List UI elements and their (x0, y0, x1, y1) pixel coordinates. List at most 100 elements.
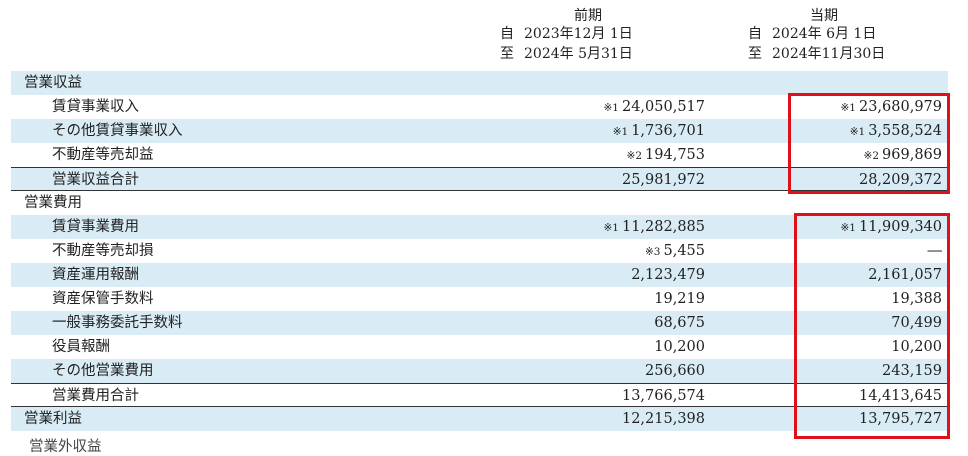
curr-value: ※1 11,909,340 (840, 215, 942, 240)
highlight-box-revenue (788, 93, 950, 194)
prev-note: ※3 (645, 246, 661, 258)
table-row: 一般事務委託手数料 68,675 70,499 (11, 311, 948, 335)
curr-to-mark: 至 (748, 46, 762, 62)
prev-amount: 19,219 (654, 291, 705, 307)
prev-value: 10,200 (654, 335, 705, 359)
prev-amount: 194,753 (645, 147, 705, 163)
curr-amount: 243,159 (882, 363, 942, 379)
curr-amount: 11,909,340 (858, 219, 942, 235)
prev-to-date: 2024年 5月31日 (524, 46, 633, 62)
row-label: その他営業費用 (52, 363, 154, 379)
prev-note: ※2 (626, 150, 643, 162)
curr-amount: 23,680,979 (858, 99, 942, 115)
table-row: 営業収益 (11, 71, 948, 95)
table-row: 役員報酬 10,200 10,200 (11, 335, 948, 359)
table-row: 営業費用 (11, 191, 948, 215)
curr-value: 2,161,057 (868, 263, 942, 287)
prev-value: ※1 1,736,701 (613, 119, 705, 144)
row-label: 営業費用合計 (52, 388, 139, 404)
curr-from-date: 2024年 6月 1日 (772, 26, 877, 42)
prev-amount: 25,981,972 (621, 172, 705, 188)
curr-note: ※1 (840, 102, 856, 114)
row-label: 営業費用 (24, 195, 82, 211)
curr-amount: 2,161,057 (868, 267, 942, 283)
table-row: 営業費用合計 13,766,574 14,413,645 (11, 383, 948, 407)
row-label: 営業収益合計 (52, 172, 139, 188)
curr-amount: 3,558,524 (868, 123, 942, 139)
prev-value: 13,766,574 (622, 384, 705, 408)
curr-period-title: 当期 (810, 8, 838, 24)
table-row: 賃貸事業収入 ※1 24,050,517 ※1 23,680,979 (11, 95, 948, 119)
prev-note: ※1 (603, 222, 619, 234)
prev-amount: 1,736,701 (631, 123, 705, 139)
row-label: 営業収益 (24, 75, 82, 91)
curr-note: ※1 (849, 126, 866, 138)
curr-amount: 19,388 (891, 291, 942, 307)
curr-note: ※1 (840, 222, 856, 234)
prev-value: 12,215,398 (622, 407, 705, 431)
curr-value: ※1 23,680,979 (840, 95, 942, 120)
prev-amount: 68,675 (654, 315, 705, 331)
row-label: 賃貸事業費用 (52, 219, 139, 235)
table-row: その他賃貸事業収入 ※1 1,736,701 ※1 3,558,524 (11, 119, 948, 143)
curr-amount: ― (927, 243, 943, 259)
prev-value: 2,123,479 (631, 263, 705, 287)
curr-to-date: 2024年11月30日 (772, 46, 886, 62)
prev-value: ※2 194,753 (627, 143, 705, 168)
curr-amount: 13,795,727 (858, 411, 942, 427)
curr-value: 19,388 (891, 287, 942, 311)
curr-value: 14,413,645 (859, 384, 942, 408)
table-row: 営業利益 12,215,398 13,795,727 (11, 407, 948, 431)
cutoff-row-label: 営業外収益 (29, 439, 102, 455)
table-row: 不動産等売却損 ※3 5,455 ― (11, 239, 948, 263)
prev-from-mark: 自 (500, 26, 514, 42)
prev-value: ※3 5,455 (645, 239, 705, 264)
prev-amount: 13,766,574 (621, 388, 705, 404)
curr-value: ※1 3,558,524 (850, 119, 942, 144)
table-row: 賃貸事業費用 ※1 11,282,885 ※1 11,909,340 (11, 215, 948, 239)
curr-amount: 28,209,372 (858, 172, 942, 188)
table-row: 資産保管手数料 19,219 19,388 (11, 287, 948, 311)
prev-period-title: 前期 (574, 8, 602, 24)
prev-amount: 12,215,398 (621, 411, 705, 427)
curr-value: ※2 969,869 (864, 143, 942, 168)
table-row: その他営業費用 256,660 243,159 (11, 359, 948, 383)
prev-from-date: 2023年12月 1日 (524, 26, 633, 42)
curr-note: ※2 (863, 150, 880, 162)
curr-value: 28,209,372 (859, 168, 942, 192)
curr-value: 10,200 (891, 335, 942, 359)
prev-value: 68,675 (654, 311, 705, 335)
row-label: 不動産等売却損 (52, 243, 154, 259)
table-row: 営業収益合計 25,981,972 28,209,372 (11, 167, 948, 191)
prev-value: 256,660 (645, 359, 705, 383)
prev-to-mark: 至 (500, 46, 514, 62)
table-row: 資産運用報酬 2,123,479 2,161,057 (11, 263, 948, 287)
row-label: 一般事務委託手数料 (52, 315, 183, 331)
row-label: 不動産等売却益 (52, 147, 154, 163)
table-row: 不動産等売却益 ※2 194,753 ※2 969,869 (11, 143, 948, 167)
curr-amount: 70,499 (891, 315, 942, 331)
row-label: その他賃貸事業収入 (52, 123, 183, 139)
prev-value: 25,981,972 (622, 168, 705, 192)
prev-amount: 11,282,885 (621, 219, 705, 235)
curr-amount: 10,200 (891, 339, 942, 355)
curr-from-mark: 自 (748, 26, 762, 42)
prev-note: ※1 (612, 126, 629, 138)
prev-amount: 5,455 (663, 243, 705, 259)
prev-note: ※1 (603, 102, 619, 114)
prev-value: ※1 11,282,885 (603, 215, 705, 240)
row-label: 資産保管手数料 (52, 291, 154, 307)
row-label: 資産運用報酬 (52, 267, 139, 283)
curr-value: 13,795,727 (859, 407, 942, 431)
row-label: 営業利益 (24, 411, 82, 427)
row-label: 賃貸事業収入 (52, 99, 139, 115)
row-label: 役員報酬 (52, 339, 110, 355)
prev-amount: 10,200 (654, 339, 705, 355)
prev-value: 19,219 (654, 287, 705, 311)
curr-amount: 14,413,645 (858, 388, 942, 404)
prev-amount: 256,660 (645, 363, 705, 379)
prev-value: ※1 24,050,517 (603, 95, 705, 120)
prev-amount: 2,123,479 (631, 267, 705, 283)
highlight-box-expenses (794, 213, 950, 439)
curr-amount: 969,869 (882, 147, 942, 163)
